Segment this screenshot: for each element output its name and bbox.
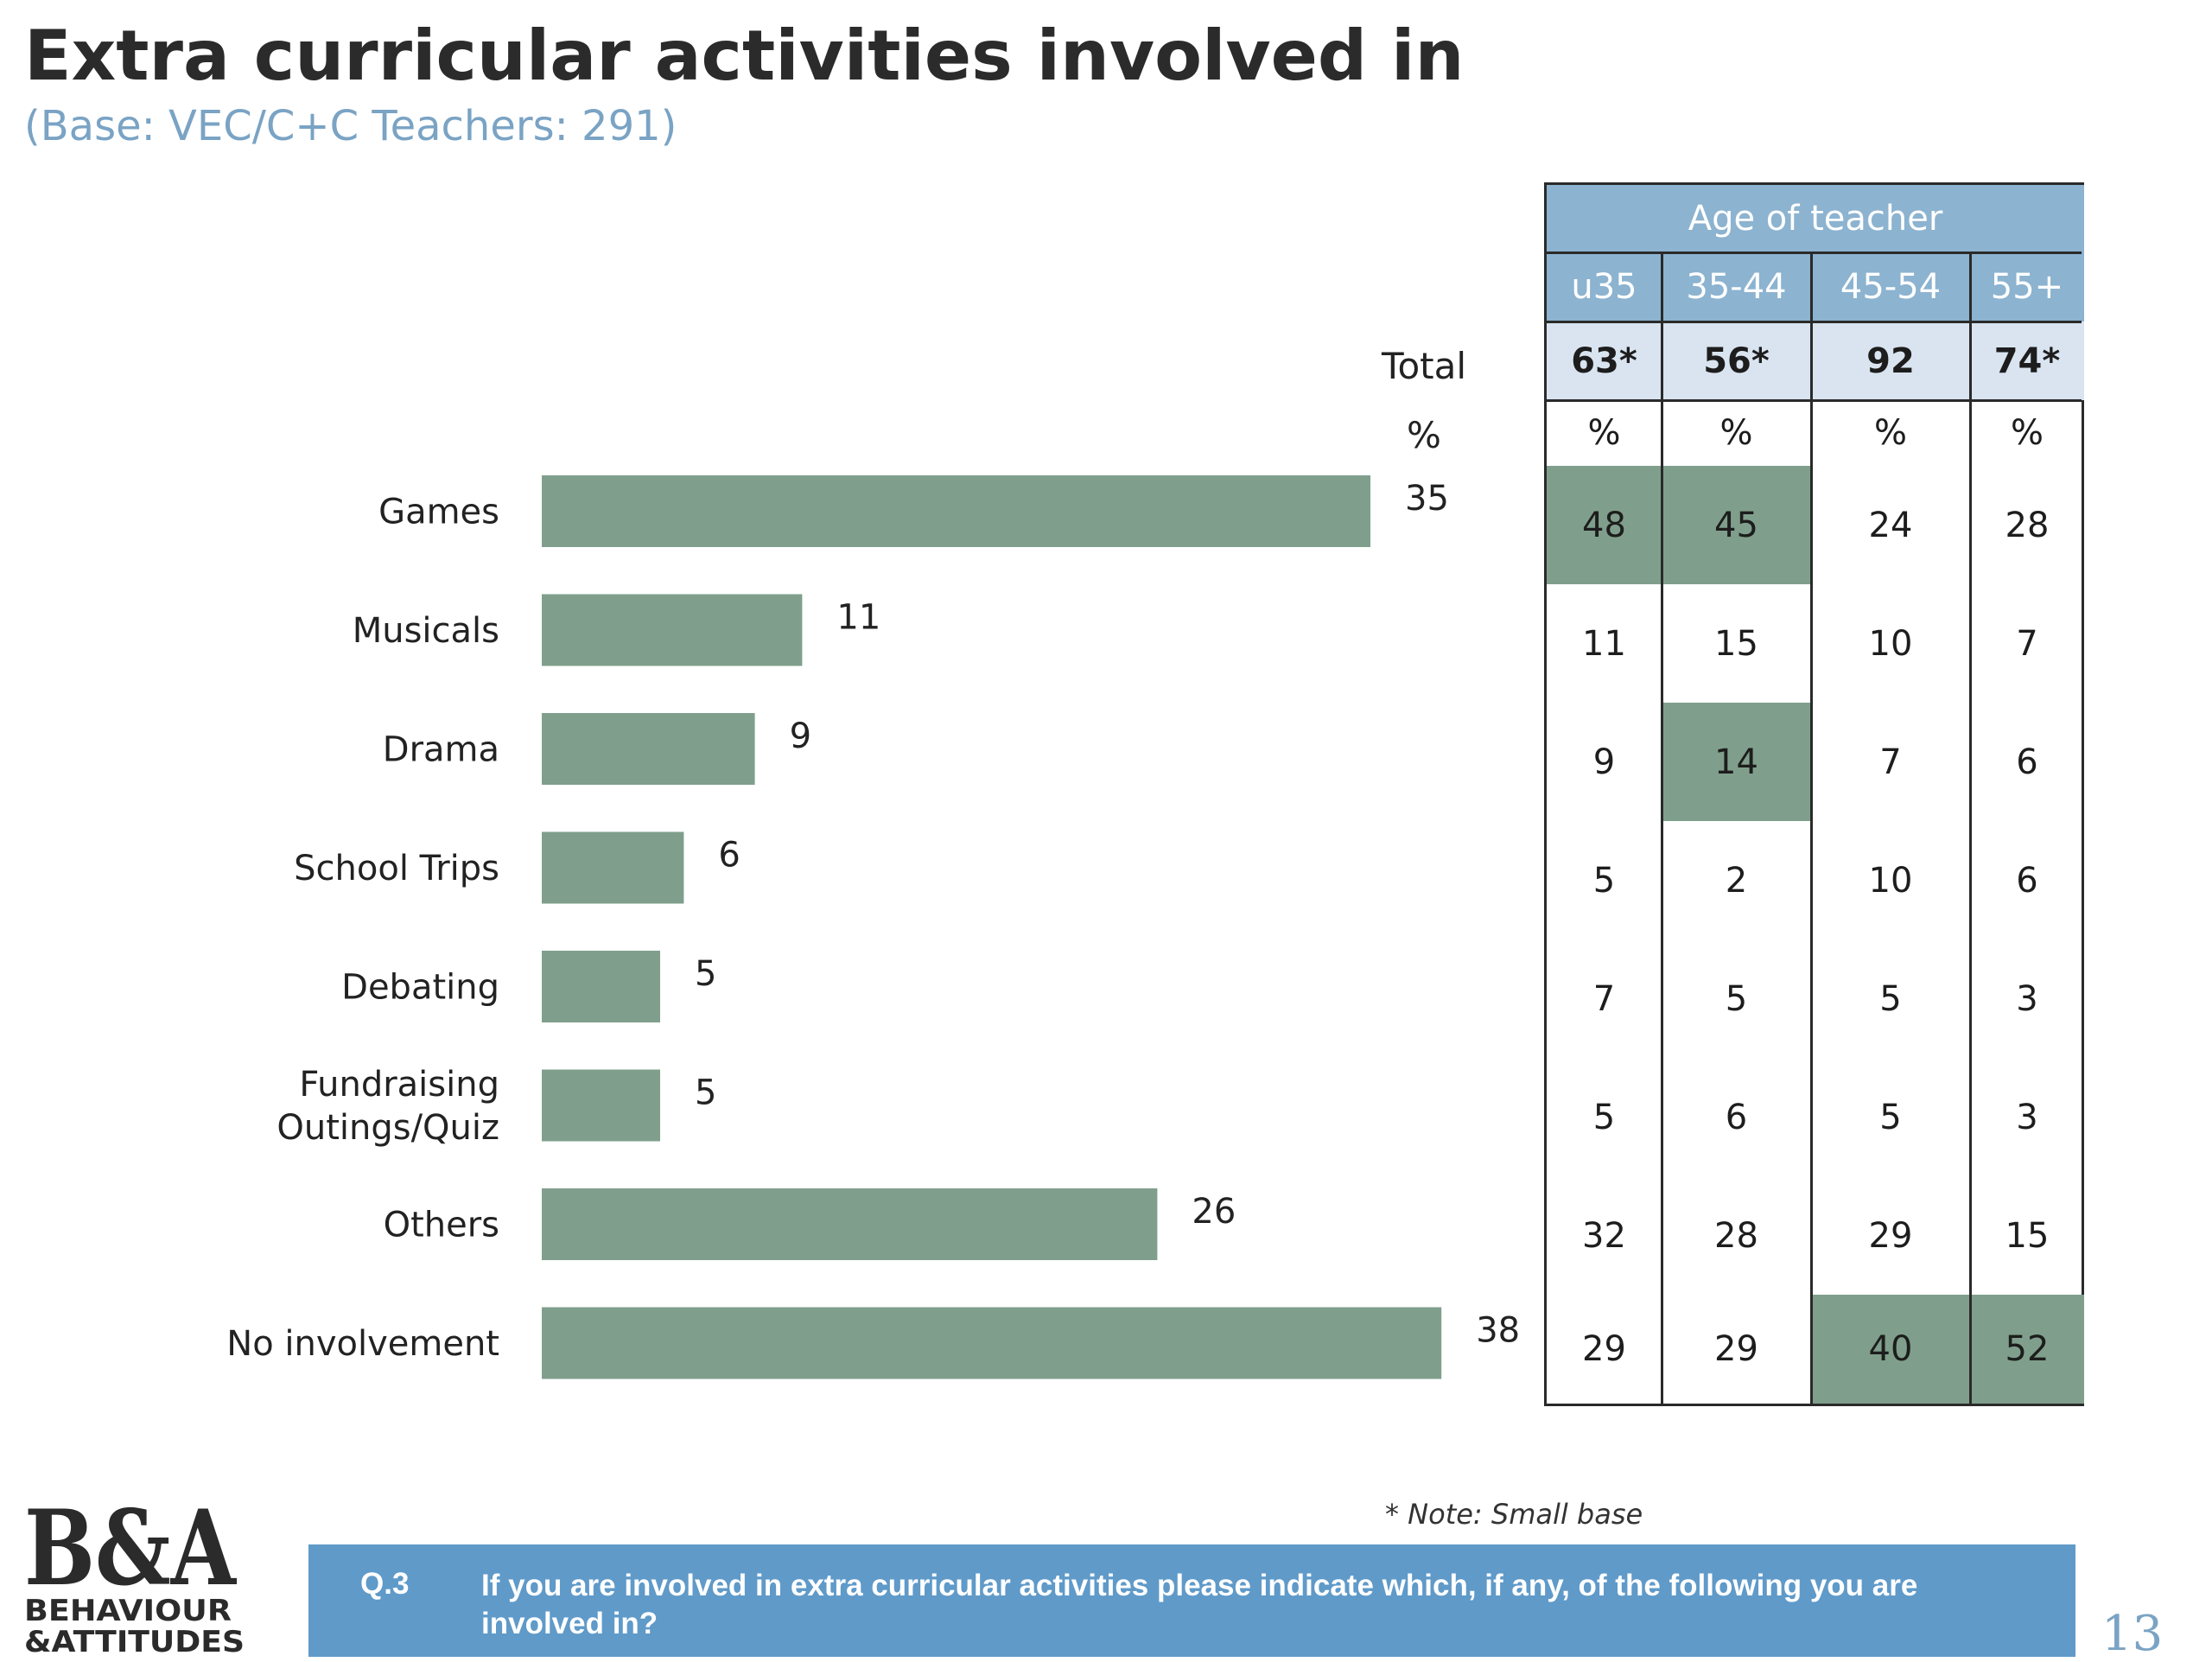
- table-row-divider: [1547, 252, 2082, 254]
- data-cell: 5: [1592, 1097, 1616, 1137]
- page-number: 13: [2101, 1606, 2164, 1662]
- small-base-note: * Note: Small base: [1385, 1498, 1643, 1531]
- column-header: u35: [1547, 252, 1662, 322]
- page-title: Extra curricular activities involved in: [24, 16, 1465, 96]
- data-cell: 28: [1714, 1215, 1758, 1256]
- total-unit-header: %: [1407, 414, 1441, 456]
- category-label: Debating: [341, 968, 499, 1008]
- category-label: Drama: [383, 730, 499, 770]
- data-cell: 40: [1811, 1295, 1970, 1404]
- table-row-divider: [1547, 399, 2082, 402]
- logo-line1: BEHAVIOUR: [24, 1594, 232, 1628]
- bar-value-label: 6: [718, 836, 740, 876]
- bar-value-label: 35: [1405, 479, 1449, 519]
- table-row-divider: [1547, 321, 2082, 323]
- bar-value-label: 11: [836, 598, 880, 638]
- data-cell: 28: [2005, 505, 2050, 545]
- table-column-divider: [1661, 252, 1663, 1404]
- category-label: Musicals: [353, 611, 499, 651]
- bar-musicals: [542, 594, 803, 666]
- column-header: 55+: [1970, 252, 2084, 322]
- data-cell: 6: [2016, 860, 2038, 901]
- data-cell: 6: [2016, 742, 2038, 782]
- bar-value-label: 26: [1192, 1192, 1236, 1232]
- bar-value-label: 9: [790, 716, 811, 756]
- data-cell: 15: [1714, 623, 1758, 664]
- data-cell: 32: [1582, 1215, 1626, 1256]
- category-label: Fundraising: [299, 1065, 499, 1105]
- question-number: Q.3: [360, 1567, 410, 1601]
- data-cell: 10: [1868, 623, 1913, 664]
- logo-mark: B&A: [24, 1487, 238, 1609]
- age-of-teacher-table: Age of teacher u35 35-44 45-54 55+ 63* 56* 92 74…: [1544, 182, 2084, 1406]
- bar-debating: [542, 951, 660, 1022]
- column-header: 45-54: [1811, 252, 1970, 322]
- data-cell: 5: [1879, 1097, 1902, 1137]
- data-cell: 52: [1970, 1295, 2084, 1404]
- bar-others: [542, 1188, 1158, 1260]
- data-cell: 5: [1592, 860, 1616, 901]
- column-base: 92: [1811, 322, 1970, 400]
- bar-value-label: 38: [1476, 1311, 1520, 1351]
- data-cell: 48: [1547, 466, 1662, 584]
- column-base: 56*: [1662, 322, 1811, 400]
- data-cell: 6: [1725, 1097, 1748, 1137]
- data-cell: 7: [1879, 742, 1902, 782]
- data-cell: 45: [1662, 466, 1811, 584]
- data-cell: 15: [2005, 1215, 2050, 1256]
- table-group-header: Age of teacher: [1547, 185, 2084, 252]
- data-cell: 5: [1879, 978, 1902, 1019]
- category-label: School Trips: [294, 849, 499, 888]
- data-cell: 29: [1582, 1329, 1626, 1369]
- category-label: Others: [384, 1206, 499, 1245]
- behaviour-attitudes-logo: B&A BEHAVIOUR &ATTITUDES: [24, 1487, 245, 1655]
- logo-line2: &ATTITUDES: [24, 1625, 245, 1655]
- bar-value-label: 5: [695, 954, 716, 994]
- bar-school-trips: [542, 831, 684, 904]
- column-base: 74*: [1970, 322, 2084, 400]
- data-cell: 2: [1725, 860, 1748, 901]
- category-label: No involvement: [226, 1324, 499, 1364]
- activities-bar-chart: Total% 35 Games 11 Musicals 9 Drama 6 School Tri…: [226, 345, 1520, 1379]
- data-cell: 10: [1868, 860, 1913, 901]
- data-cell: 5: [1725, 978, 1748, 1019]
- bar-drama: [542, 713, 755, 785]
- question-text: If you are involved in extra curricular …: [481, 1569, 1918, 1640]
- data-cell: 3: [2016, 1097, 2038, 1137]
- data-cell: 29: [1868, 1215, 1913, 1256]
- unit-cell: %: [1719, 413, 1753, 453]
- unit-cell: %: [2010, 413, 2044, 453]
- data-cell: 3: [2016, 978, 2038, 1019]
- total-header: Total: [1381, 345, 1466, 387]
- question-bar: Q.3 If you are involved in extra curricu…: [308, 1544, 2075, 1657]
- table-column-divider: [1810, 252, 1813, 1404]
- bar-fundraising-outings-quiz: [542, 1069, 660, 1142]
- data-cell: 11: [1582, 623, 1626, 664]
- unit-cell: %: [1587, 413, 1621, 453]
- data-cell: 7: [1592, 978, 1616, 1019]
- table-column-divider: [1969, 252, 1972, 1404]
- column-header: 35-44: [1662, 252, 1811, 322]
- page-subtitle: (Base: VEC/C+C Teachers: 291): [24, 102, 677, 150]
- bar-value-label: 5: [695, 1073, 716, 1113]
- bar-games: [542, 475, 1370, 547]
- data-cell: 24: [1868, 505, 1913, 545]
- data-cell: 29: [1714, 1329, 1758, 1369]
- category-label: Outings/Quiz: [276, 1108, 499, 1148]
- category-label: Games: [378, 493, 499, 532]
- bar-no-involvement: [542, 1307, 1442, 1379]
- data-cell: 9: [1592, 742, 1616, 782]
- data-cell: 14: [1662, 703, 1811, 821]
- data-cell: 7: [2016, 623, 2038, 664]
- unit-cell: %: [1873, 413, 1907, 453]
- column-base: 63*: [1547, 322, 1662, 400]
